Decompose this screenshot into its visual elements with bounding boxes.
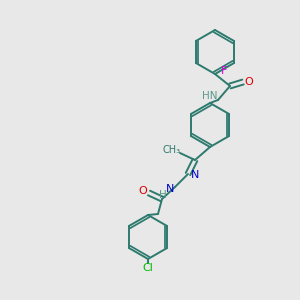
Text: H: H <box>159 190 167 200</box>
Text: O: O <box>244 77 253 87</box>
Text: N: N <box>166 184 174 194</box>
Text: O: O <box>139 186 147 196</box>
Text: Cl: Cl <box>142 263 153 273</box>
Text: N: N <box>191 170 200 180</box>
Text: F: F <box>221 66 227 76</box>
Text: CH₃: CH₃ <box>163 145 181 155</box>
Text: HN: HN <box>202 91 218 101</box>
